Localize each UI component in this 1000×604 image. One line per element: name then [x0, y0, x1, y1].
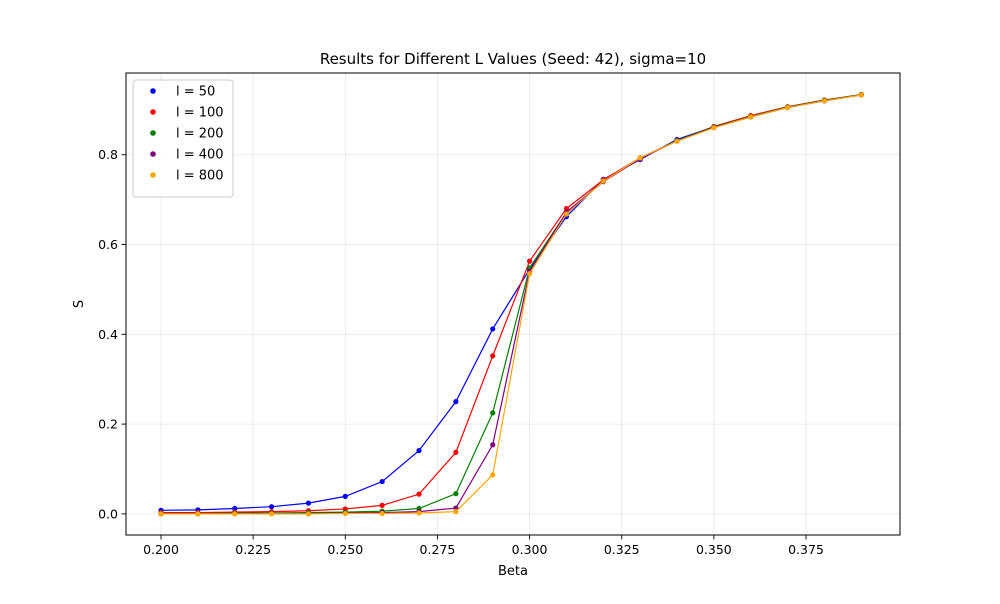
legend-item: l = 400 — [150, 148, 224, 163]
legend-item: l = 100 — [150, 106, 224, 121]
data-point — [526, 271, 533, 277]
series-l-800 — [158, 92, 864, 517]
data-point — [379, 510, 385, 517]
data-point — [268, 511, 275, 517]
series-line — [161, 94, 862, 515]
data-point — [342, 510, 348, 517]
data-point — [232, 511, 238, 517]
data-point — [268, 504, 275, 510]
legend-marker — [150, 88, 156, 94]
x-axis-label: Beta — [498, 564, 528, 579]
plot-frame — [125, 72, 901, 536]
legend-marker — [150, 151, 156, 157]
data-point — [158, 511, 164, 517]
legend-label: l = 50 — [176, 85, 215, 100]
data-point — [637, 155, 643, 161]
data-point — [195, 511, 201, 517]
legend-label: l = 400 — [176, 148, 224, 163]
x-tick-label: 0.375 — [788, 542, 824, 557]
y-tick-label: 0.6 — [98, 237, 118, 252]
data-point — [490, 472, 496, 478]
data-point — [416, 510, 422, 516]
legend-marker — [150, 130, 156, 136]
legend-marker — [150, 172, 156, 178]
chart-title: Results for Different L Values (Seed: 42… — [320, 50, 706, 68]
data-point — [490, 353, 496, 359]
data-point — [453, 399, 459, 405]
y-axis-ticks: 0.0 0.2 0.4 0.6 0.8 — [98, 147, 126, 521]
x-tick-label: 0.275 — [420, 542, 456, 557]
data-point — [416, 447, 422, 454]
data-point — [563, 211, 570, 217]
data-point — [379, 478, 385, 485]
x-tick-label: 0.250 — [327, 542, 363, 557]
legend-box — [132, 79, 234, 198]
x-tick-label: 0.225 — [235, 542, 271, 557]
data-point — [453, 491, 459, 497]
y-tick-label: 0.8 — [98, 147, 118, 162]
data-point — [563, 205, 570, 212]
x-tick-label: 0.300 — [512, 542, 548, 557]
data-point — [453, 509, 459, 515]
x-axis-ticks: 0.200 0.225 0.250 0.275 0.300 0.325 0.350 0.375 — [143, 535, 824, 557]
series-line — [161, 93, 862, 514]
data-point — [453, 505, 459, 511]
legend-item: l = 800 — [150, 169, 224, 184]
data-point — [453, 449, 459, 455]
data-point — [490, 442, 496, 448]
series-layer — [158, 91, 864, 517]
legend-label: l = 800 — [176, 169, 224, 184]
y-tick-label: 0.0 — [98, 506, 118, 521]
data-point — [490, 326, 496, 332]
data-point — [711, 125, 717, 131]
x-tick-label: 0.350 — [696, 542, 732, 557]
data-point — [600, 178, 606, 184]
x-tick-label: 0.200 — [143, 542, 179, 557]
legend-item: l = 200 — [150, 127, 224, 142]
legend-marker — [150, 109, 156, 115]
legend: l = 50 l = 100 l = 200 l = 400 l = 800 — [132, 79, 234, 198]
data-point — [674, 138, 680, 144]
data-point — [342, 493, 348, 499]
data-point — [858, 92, 864, 98]
legend-label: l = 100 — [176, 106, 224, 121]
data-point — [821, 98, 828, 104]
data-point — [379, 502, 385, 508]
y-tick-label: 0.4 — [98, 327, 118, 342]
data-point — [526, 258, 533, 264]
data-point — [490, 410, 496, 416]
data-point — [232, 505, 238, 512]
y-tick-label: 0.2 — [98, 417, 118, 432]
data-point — [305, 511, 312, 517]
data-point — [784, 104, 791, 111]
legend-label: l = 200 — [176, 127, 224, 142]
x-tick-label: 0.325 — [604, 542, 640, 557]
data-point — [305, 500, 312, 506]
y-axis-label: S — [72, 300, 87, 308]
data-point — [748, 114, 754, 120]
legend-item: l = 50 — [150, 85, 215, 100]
data-point — [416, 491, 422, 497]
